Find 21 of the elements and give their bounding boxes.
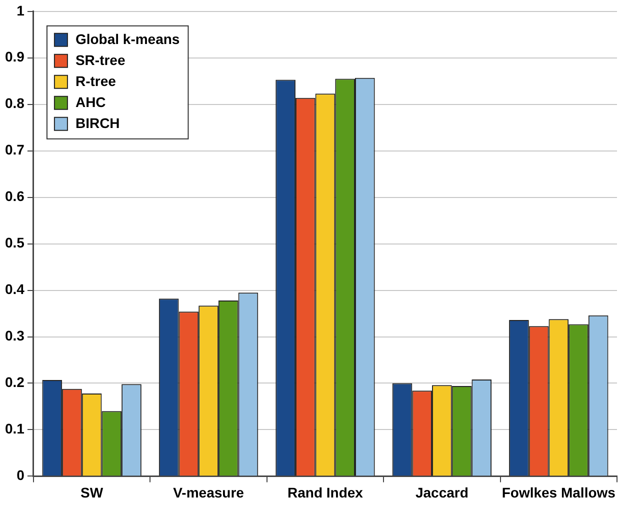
y-tick-label: 0 [16, 467, 25, 484]
y-tick-label: 0.1 [4, 420, 25, 437]
legend-label: R-tree [75, 72, 116, 89]
y-tick-label: 0.8 [4, 95, 25, 112]
x-tick-label: Rand Index [287, 484, 364, 500]
y-tick-label: 0.7 [4, 142, 25, 158]
legend-label: SR-tree [75, 52, 126, 68]
y-tick-label: 0.5 [4, 234, 25, 251]
y-tick-label: 0.4 [4, 281, 25, 298]
y-tick-label: 0.9 [4, 48, 25, 65]
legend-label: Global k-means [75, 30, 180, 47]
y-tick-label: 1 [16, 2, 25, 18]
y-tick-label: 0.3 [4, 328, 25, 344]
y-tick-label: 0.2 [4, 374, 25, 390]
legend-label: BIRCH [75, 114, 120, 131]
x-tick-label: V-measure [173, 484, 244, 500]
legend-label: AHC [75, 94, 106, 110]
x-tick-label: Fowlkes Mallows [502, 484, 616, 500]
x-tick-label: Jaccard [415, 484, 468, 500]
y-tick-label: 0.6 [4, 188, 25, 204]
x-tick-label: SW [80, 484, 104, 500]
